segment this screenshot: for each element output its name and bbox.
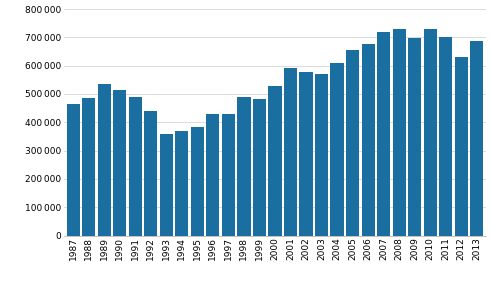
Bar xyxy=(253,99,266,236)
Bar xyxy=(284,68,297,236)
Bar xyxy=(129,97,142,236)
Bar xyxy=(424,30,437,236)
Bar xyxy=(315,74,328,236)
Bar xyxy=(113,90,126,236)
Bar xyxy=(330,63,344,236)
Bar xyxy=(82,98,95,236)
Bar xyxy=(191,127,204,236)
Bar xyxy=(98,84,111,236)
Bar xyxy=(377,32,390,236)
Bar xyxy=(175,131,189,236)
Bar xyxy=(222,114,235,236)
Bar xyxy=(144,111,157,236)
Bar xyxy=(455,57,468,236)
Bar xyxy=(393,30,406,236)
Bar xyxy=(206,114,219,236)
Bar xyxy=(160,133,173,236)
Bar xyxy=(439,37,452,236)
Bar xyxy=(470,41,483,236)
Bar xyxy=(269,85,281,236)
Bar xyxy=(361,43,375,236)
Bar xyxy=(408,38,421,236)
Bar xyxy=(300,72,313,236)
Bar xyxy=(346,50,359,236)
Bar xyxy=(237,97,250,236)
Bar xyxy=(67,104,80,236)
